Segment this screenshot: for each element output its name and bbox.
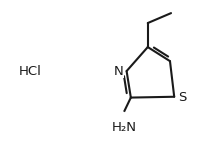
Text: S: S bbox=[178, 91, 187, 104]
Text: HCl: HCl bbox=[19, 65, 42, 78]
Text: H₂N: H₂N bbox=[112, 121, 137, 134]
Text: N: N bbox=[114, 65, 123, 78]
